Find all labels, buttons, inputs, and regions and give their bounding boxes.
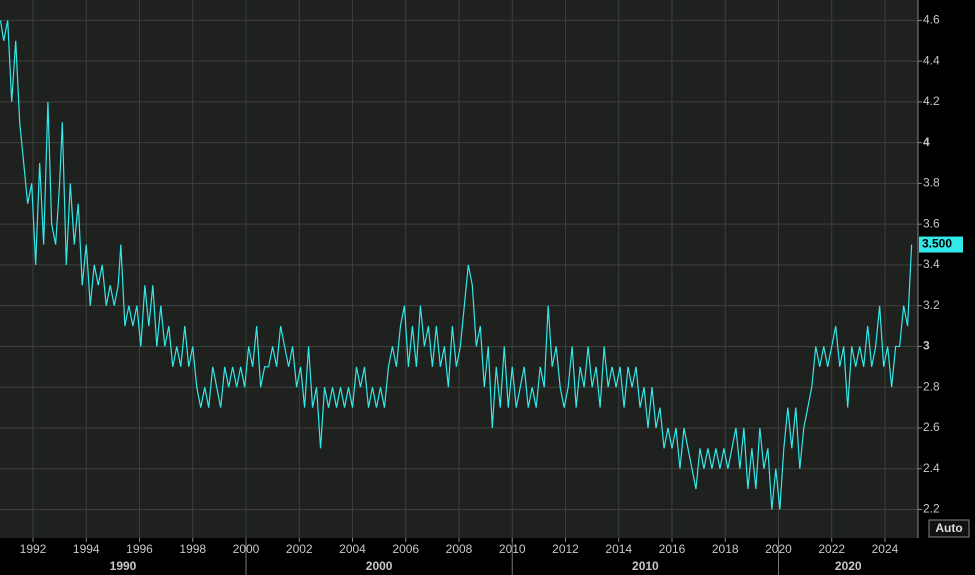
y-tick-label: 3.4: [923, 257, 940, 271]
y-tick-label: 2.2: [923, 502, 940, 516]
y-tick-label: 3.8: [923, 176, 940, 190]
y-tick-label: 3.6: [923, 216, 940, 230]
line-series: [0, 20, 913, 510]
x-tick-label: 1998: [179, 542, 206, 556]
y-tick-label: 3.2: [923, 298, 940, 312]
y-tick-label: 2.6: [923, 420, 940, 434]
x-tick-label: 2014: [605, 542, 632, 556]
x-group-label: 2020: [835, 559, 862, 573]
auto-button[interactable]: [928, 519, 970, 538]
auto-label[interactable]: Auto: [935, 521, 962, 535]
x-tick-label: 2022: [818, 542, 845, 556]
y-tick-label: 4: [923, 135, 930, 149]
y-tick-label: 4.4: [923, 53, 940, 67]
y-tick-label: 4.6: [923, 13, 940, 27]
x-group-label: 2000: [366, 559, 393, 573]
y-tick-label: 2.8: [923, 379, 940, 393]
x-tick-label: 2012: [552, 542, 579, 556]
x-tick-label: 2018: [712, 542, 739, 556]
x-tick-label: 2004: [339, 542, 366, 556]
y-tick-label: 4.2: [923, 94, 940, 108]
x-tick-label: 2016: [659, 542, 686, 556]
y-tick-label: 3: [923, 339, 930, 353]
x-tick-label: 2024: [872, 542, 899, 556]
x-tick-label: 1992: [20, 542, 47, 556]
x-tick-label: 2002: [286, 542, 313, 556]
x-tick-label: 1994: [73, 542, 100, 556]
x-group-label: 1990: [110, 559, 137, 573]
x-tick-label: 1996: [126, 542, 153, 556]
last-value-box: [919, 236, 963, 253]
y-tick-label: 2.4: [923, 461, 940, 475]
last-value-label: 3.500: [922, 237, 952, 251]
x-tick-label: 2008: [446, 542, 473, 556]
x-group-label: 2010: [632, 559, 659, 573]
x-tick-label: 2006: [392, 542, 419, 556]
